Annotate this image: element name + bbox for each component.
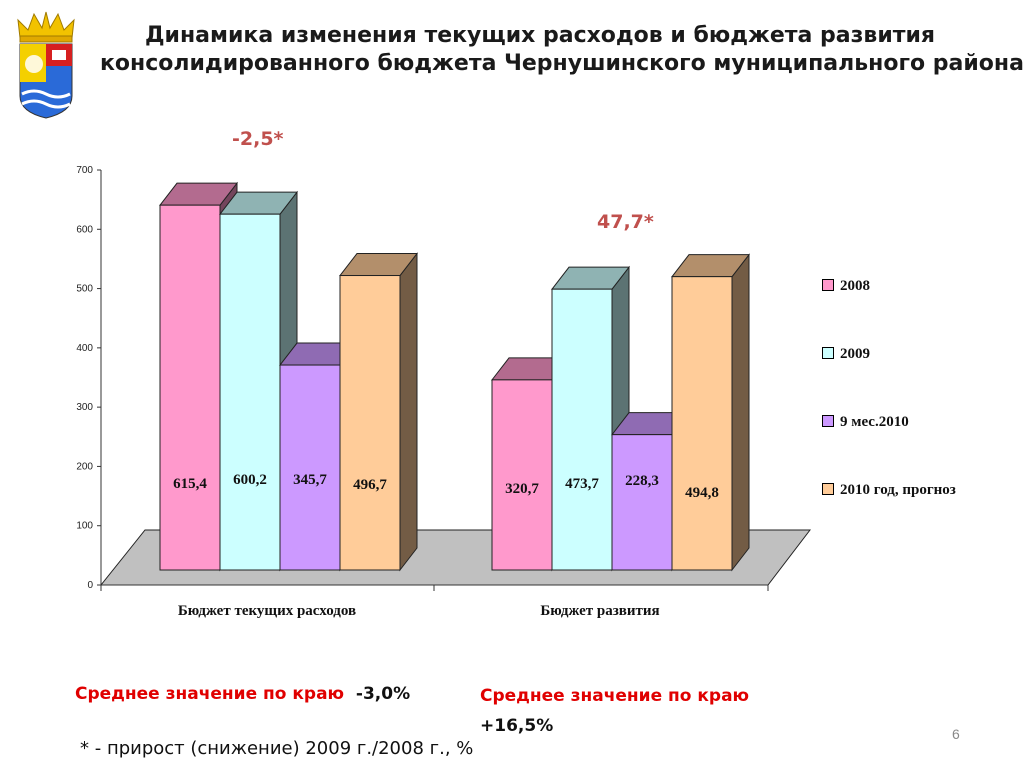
avg-current-label: Среднее значение по краю (75, 684, 345, 704)
page-number: 6 (952, 726, 960, 742)
legend-swatch (822, 278, 834, 291)
bar-9 мес.2010 (611, 434, 673, 571)
bar-2010 год, прогноз (671, 276, 733, 571)
legend-label: 2008 (840, 278, 870, 294)
bar-value-label: 228,3 (625, 473, 659, 489)
bar-side (731, 253, 750, 572)
legend-label: 2009 (840, 346, 870, 362)
footnote: * - прирост (снижение) 2009 г./2008 г., … (80, 738, 474, 759)
bar-value-label: 600,2 (233, 472, 267, 488)
y-tick-label: 0 (87, 580, 93, 591)
bar-side (399, 252, 418, 572)
legend-swatch (822, 346, 834, 359)
growth-annotation-development: 47,7* (597, 211, 654, 233)
avg-development-value: +16,5% (480, 716, 554, 736)
growth-annotation-current: -2,5* (232, 128, 284, 150)
x-category-label: Бюджет развития (540, 603, 659, 619)
bar-2009 (219, 213, 281, 571)
legend-item-2008: 2008 (822, 278, 870, 295)
bar-value-label: 615,4 (173, 476, 207, 492)
title-line-2: консолидированного бюджета Чернушинского… (100, 51, 1024, 76)
avg-current-value: -3,0% (355, 684, 411, 704)
bar-2008 (159, 204, 221, 571)
bar-value-label: 320,7 (505, 481, 539, 497)
bar-value-label: 494,8 (685, 485, 719, 501)
bar-value-label: 345,7 (293, 472, 327, 488)
bar-9 мес.2010 (279, 364, 341, 571)
y-tick-label: 200 (76, 461, 93, 472)
legend-item-2009: 2009 (822, 346, 870, 363)
y-tick-label: 600 (76, 224, 93, 235)
bar-value-label: 496,7 (353, 477, 387, 493)
y-tick-label: 400 (76, 343, 93, 354)
y-tick-label: 700 (76, 165, 93, 176)
bar-chart: 0 100 200 300 400 500 600 700 Бюджет текущих рас… (76, 165, 812, 619)
title-line-1: Динамика изменения текущих расходов и бю… (144, 23, 936, 48)
coat-of-arms-logo (17, 11, 75, 119)
legend-swatch (822, 414, 834, 427)
bar-2010 год, прогноз (339, 275, 401, 571)
y-tick-label: 300 (76, 402, 93, 413)
y-tick-label: 500 (76, 284, 93, 295)
avg-current: Среднее значение по краю -3,0% (75, 684, 410, 704)
legend-item-2010-forecast: 2010 год, прогноз (822, 482, 956, 499)
page-title: Динамика изменения текущих расходов и бю… (100, 22, 1024, 78)
avg-development-label: Среднее значение по краю (480, 686, 750, 706)
legend-item-9m2010: 9 мес.2010 (822, 414, 909, 431)
bar-2009 (551, 288, 613, 571)
bar-2008 (491, 379, 553, 571)
bar-value-label: 473,7 (565, 476, 599, 492)
x-category-label: Бюджет текущих расходов (178, 603, 356, 619)
legend-label: 9 мес.2010 (840, 414, 909, 430)
legend-swatch (822, 482, 834, 495)
y-tick-label: 100 (76, 521, 93, 532)
legend-label: 2010 год, прогноз (840, 482, 956, 498)
